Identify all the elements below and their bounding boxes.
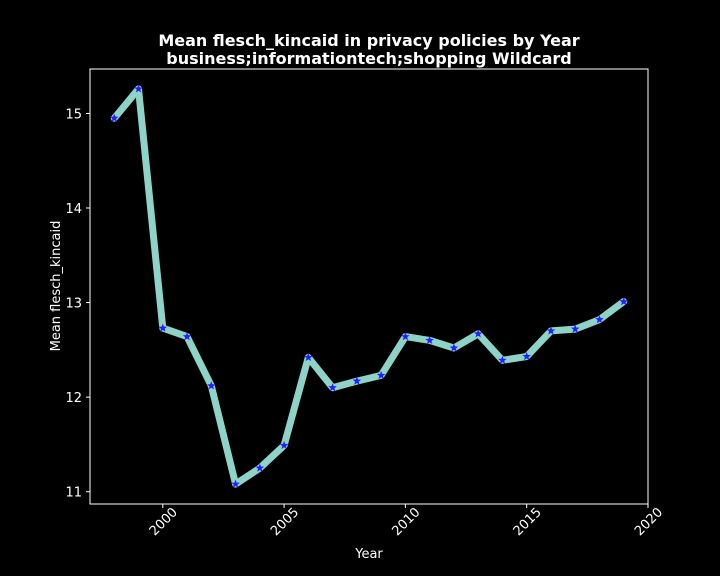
- series-line: [110, 85, 628, 488]
- data-point-marker: [376, 370, 386, 380]
- x-tick-label: 2010: [389, 505, 423, 539]
- series-layer: [109, 84, 629, 488]
- data-point-marker: [546, 326, 556, 335]
- data-point-marker: [134, 84, 143, 93]
- data-point-marker: [255, 463, 265, 472]
- data-point-marker: [570, 324, 580, 333]
- y-tick-label: 11: [65, 486, 82, 501]
- data-point-marker: [449, 343, 459, 352]
- data-point-marker: [498, 355, 507, 364]
- chart-title-line2: business;informationtech;shopping Wildca…: [166, 49, 571, 68]
- data-point-marker: [109, 113, 119, 122]
- data-point-marker: [473, 329, 483, 338]
- data-point-marker: [401, 332, 410, 341]
- x-tick-label: 2000: [147, 505, 181, 539]
- y-tick-label: 12: [65, 391, 82, 406]
- data-point-marker: [619, 297, 629, 306]
- data-point-marker: [231, 479, 240, 488]
- x-tick-label: 2005: [268, 505, 302, 539]
- y-tick-label: 13: [65, 297, 82, 312]
- plot-frame: [89, 68, 649, 505]
- plot-area: 2000 2005 2010 2015 2020 11 12 13 14 15: [65, 68, 666, 539]
- x-axis-label: Year: [354, 547, 383, 562]
- y-axis: 11 12 13 14 15: [65, 107, 90, 501]
- data-point-marker: [522, 351, 531, 361]
- data-point-marker: [595, 315, 604, 324]
- x-tick-label: 2020: [632, 505, 666, 539]
- data-point-marker: [304, 352, 313, 362]
- data-point-marker: [207, 381, 216, 390]
- data-point-marker: [158, 323, 168, 332]
- y-axis-label: Mean flesch_kincaid: [49, 221, 64, 352]
- y-tick-label: 15: [65, 107, 82, 122]
- data-point-marker: [328, 383, 337, 392]
- data-point-marker: [352, 376, 362, 385]
- x-tick-label: 2015: [511, 505, 545, 539]
- y-tick-label: 14: [65, 202, 82, 217]
- data-point-marker: [279, 440, 289, 450]
- data-point-marker: [182, 332, 192, 341]
- x-axis: 2000 2005 2010 2015 2020: [147, 504, 666, 539]
- data-point-marker: [425, 335, 434, 345]
- chart-title-line1: Mean flesch_kincaid in privacy policies …: [158, 31, 579, 50]
